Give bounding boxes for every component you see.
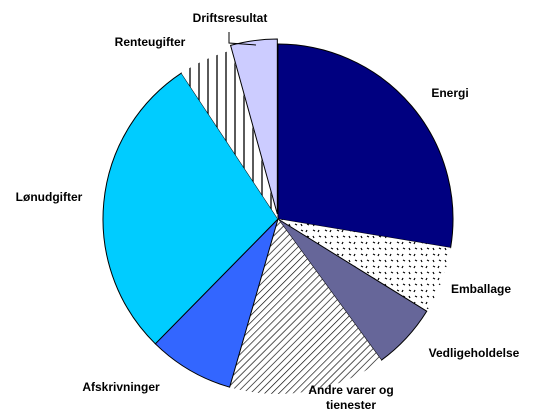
pie-slice	[278, 219, 451, 312]
pie-slice	[102, 72, 279, 345]
pie-slice	[277, 218, 428, 361]
leader-line	[228, 32, 257, 46]
slice-label: Energi	[431, 86, 469, 100]
slice-label: Emballage	[450, 282, 512, 296]
pie-slice	[277, 43, 454, 249]
pie-slice	[229, 219, 382, 394]
slice-label: Afskrivninger	[82, 380, 160, 394]
pie	[102, 38, 454, 394]
slice-label: Vedligeholdelse	[428, 346, 520, 360]
pie-slice	[229, 38, 278, 215]
slice-label: Lønudgifter	[15, 190, 83, 204]
slice-label: Driftsresultat	[192, 11, 268, 25]
slice-label: Renteugifter	[114, 35, 186, 49]
pie-slice	[181, 50, 278, 220]
slice-label: Andre varer og tienester	[308, 383, 394, 412]
